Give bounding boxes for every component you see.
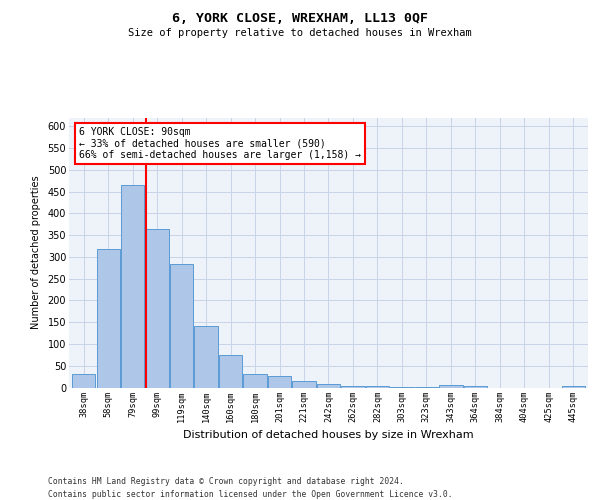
Bar	[121, 185, 144, 388]
Bar	[317, 384, 340, 388]
Bar	[415, 386, 438, 388]
Bar	[439, 386, 463, 388]
Bar	[146, 228, 169, 388]
Bar	[219, 355, 242, 388]
Bar	[292, 382, 316, 388]
X-axis label: Distribution of detached houses by size in Wrexham: Distribution of detached houses by size …	[183, 430, 474, 440]
Text: 6, YORK CLOSE, WREXHAM, LL13 0QF: 6, YORK CLOSE, WREXHAM, LL13 0QF	[172, 12, 428, 26]
Bar	[72, 374, 95, 388]
Bar	[391, 386, 413, 388]
Bar	[562, 386, 585, 388]
Bar	[464, 386, 487, 388]
Text: Contains HM Land Registry data © Crown copyright and database right 2024.: Contains HM Land Registry data © Crown c…	[48, 478, 404, 486]
Bar	[244, 374, 266, 388]
Text: 6 YORK CLOSE: 90sqm
← 33% of detached houses are smaller (590)
66% of semi-detac: 6 YORK CLOSE: 90sqm ← 33% of detached ho…	[79, 127, 361, 160]
Bar	[194, 326, 218, 388]
Y-axis label: Number of detached properties: Number of detached properties	[31, 176, 41, 330]
Bar	[341, 386, 365, 388]
Bar	[97, 249, 120, 388]
Bar	[170, 264, 193, 388]
Bar	[366, 386, 389, 388]
Text: Contains public sector information licensed under the Open Government Licence v3: Contains public sector information licen…	[48, 490, 452, 499]
Text: Size of property relative to detached houses in Wrexham: Size of property relative to detached ho…	[128, 28, 472, 38]
Bar	[268, 376, 291, 388]
